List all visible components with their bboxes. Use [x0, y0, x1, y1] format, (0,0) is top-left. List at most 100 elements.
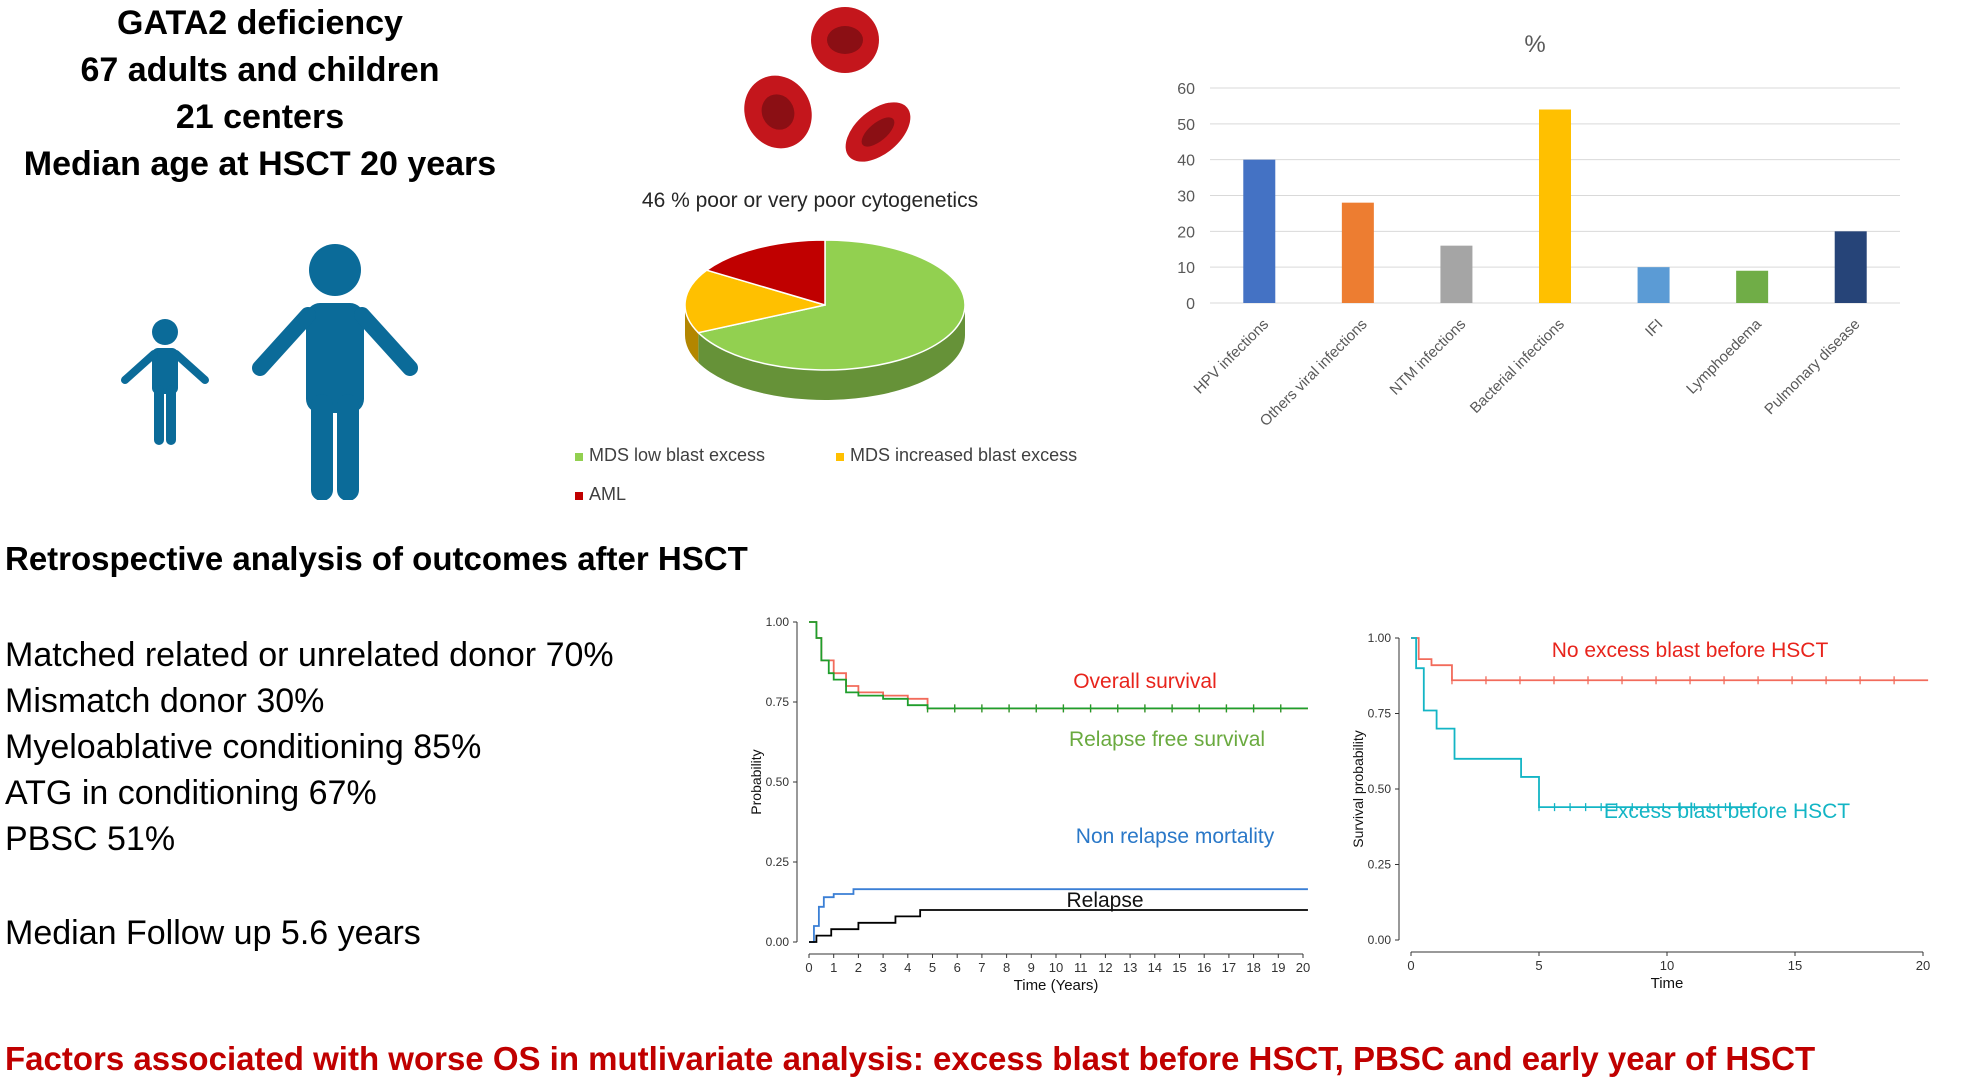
series-line: [809, 621, 1308, 710]
outcomes-km-chart: 0.000.250.500.751.000 1 2 3 4 5 6 7 8 9 10 11 12 13 14…: [748, 615, 1310, 994]
series-label: Relapse free survival: [1069, 728, 1265, 751]
bar-chart-title: %: [1524, 31, 1545, 58]
x-tick-label: 16: [1197, 960, 1211, 975]
pie-legend-swatch: [575, 453, 583, 461]
y-tick-label: 0.50: [766, 775, 790, 789]
pie-legend-item-1: MDS low blast excess: [575, 445, 765, 466]
x-tick-label: 17: [1222, 960, 1236, 975]
x-tick-label: 5: [929, 960, 936, 975]
bar: [1539, 109, 1571, 303]
y-axis-label: Survival probability: [1350, 730, 1366, 848]
x-tick-label: 6: [954, 960, 961, 975]
x-tick-label: NTM infections: [1387, 316, 1470, 399]
bullet-item: PBSC 51%: [5, 820, 176, 858]
y-tick-label: 10: [1177, 260, 1195, 277]
pie-slice: [696, 239, 966, 371]
bullet-item: ATG in conditioning 67%: [5, 774, 377, 812]
y-tick-label: 1.00: [766, 615, 790, 629]
x-tick-label: 10: [1049, 960, 1063, 975]
series-label: Non relapse mortality: [1076, 825, 1275, 848]
followup-text: Median Follow up 5.6 years: [5, 914, 421, 952]
x-tick-label: Bacterial infections: [1467, 316, 1568, 417]
header-line-2: 67 adults and children: [80, 51, 440, 89]
y-tick-label: 30: [1177, 189, 1195, 206]
series-label: No excess blast before HSCT: [1552, 639, 1829, 662]
pie-legend-label: MDS low blast excess: [589, 445, 766, 465]
series-label: Relapse: [1066, 889, 1143, 912]
y-tick-label: 0.00: [1368, 933, 1392, 947]
pie-legend-label: MDS increased blast excess: [850, 445, 1078, 465]
bar: [1834, 231, 1867, 303]
x-axis-label: Time (Years): [1014, 977, 1099, 994]
series-line: [1411, 637, 1757, 809]
x-tick-label: 19: [1271, 960, 1285, 975]
x-tick-label: 12: [1098, 960, 1112, 975]
x-tick-label: Lymphoedema: [1683, 315, 1765, 397]
pie-caption: 46 % poor or very poor cytogenetics: [641, 189, 979, 212]
x-tick-label: 18: [1246, 960, 1260, 975]
x-tick-label: HPV infections: [1191, 316, 1273, 398]
people-icon: [121, 244, 418, 500]
y-tick-label: 0.25: [1368, 858, 1392, 872]
x-tick-label: 1: [830, 960, 837, 975]
pie-legend-item-3: AML: [575, 484, 626, 505]
y-tick-label: 50: [1177, 117, 1195, 134]
x-axis-label: Time: [1651, 975, 1684, 992]
blast-km-chart: 0.00 0.25 0.50 0.75 1.00 0 5 10 15 20 Time Survival…: [1350, 631, 1930, 992]
cytogenetics-pie-chart: [684, 239, 966, 400]
header-line-3: 21 centers: [175, 98, 345, 136]
x-tick-label: 2: [855, 960, 862, 975]
x-tick-label: IFI: [1642, 316, 1666, 340]
header-line-4: Median age at HSCT 20 years: [23, 145, 497, 183]
x-tick-label: 13: [1123, 960, 1137, 975]
x-tick-label: 10: [1660, 958, 1674, 973]
x-tick-label: 4: [904, 960, 911, 975]
bullet-item: Mismatch donor 30%: [5, 682, 325, 720]
series-label: Overall survival: [1073, 670, 1217, 693]
x-tick-label: 9: [1028, 960, 1035, 975]
study-header: GATA2 deficiency 67 adults and children …: [0, 0, 520, 188]
y-tick-label: 20: [1177, 224, 1195, 241]
pie-legend-swatch: [575, 492, 583, 500]
y-tick-label: 40: [1177, 153, 1195, 170]
footer-conclusion: Factors associated with worse OS in mutl…: [5, 1040, 1816, 1077]
bar: [1736, 270, 1769, 303]
x-tick-label: 14: [1148, 960, 1162, 975]
x-tick-label: 15: [1172, 960, 1186, 975]
pie-slice: [705, 239, 826, 307]
x-tick-label: Pulmonary disease: [1761, 316, 1863, 418]
y-axis-label: Probability: [748, 749, 764, 814]
y-tick-label: 0.75: [766, 695, 790, 709]
bar: [1341, 202, 1374, 303]
y-tick-label: 0.50: [1368, 782, 1392, 796]
pie-legend-label: AML: [589, 484, 627, 504]
x-tick-label: Others viral infections: [1257, 316, 1371, 430]
section-title: Retrospective analysis of outcomes after…: [5, 540, 748, 577]
x-tick-label: 8: [1003, 960, 1010, 975]
header-line-1: GATA2 deficiency: [117, 4, 403, 42]
x-tick-label: 15: [1788, 958, 1802, 973]
y-tick-label: 1.00: [1368, 631, 1392, 645]
y-tick-label: 60: [1177, 81, 1195, 98]
pie-legend-item-2: MDS increased blast excess: [836, 445, 1077, 466]
bar: [1637, 267, 1670, 303]
x-tick-label: 20: [1916, 958, 1930, 973]
y-tick-label: 0.00: [766, 935, 790, 949]
blood-cells-icon: [744, 7, 911, 162]
x-tick-label: 0: [805, 960, 812, 975]
series-line: [809, 888, 1308, 943]
y-tick-label: 0.75: [1368, 707, 1392, 721]
series-line: [809, 909, 1308, 943]
x-tick-label: 7: [978, 960, 985, 975]
pie-slice: [684, 269, 826, 334]
series-label: Excess blast before HSCT: [1604, 800, 1850, 823]
bullet-item: Matched related or unrelated donor 70%: [5, 636, 614, 674]
bar: [1440, 245, 1473, 303]
x-tick-label: 11: [1074, 960, 1088, 975]
y-tick-label: 0: [1186, 296, 1195, 313]
x-tick-label: 3: [879, 960, 886, 975]
pie-slice-side: [698, 305, 965, 400]
bullet-item: Myeloablative conditioning 85%: [5, 728, 482, 766]
pie-legend-swatch: [836, 453, 844, 461]
